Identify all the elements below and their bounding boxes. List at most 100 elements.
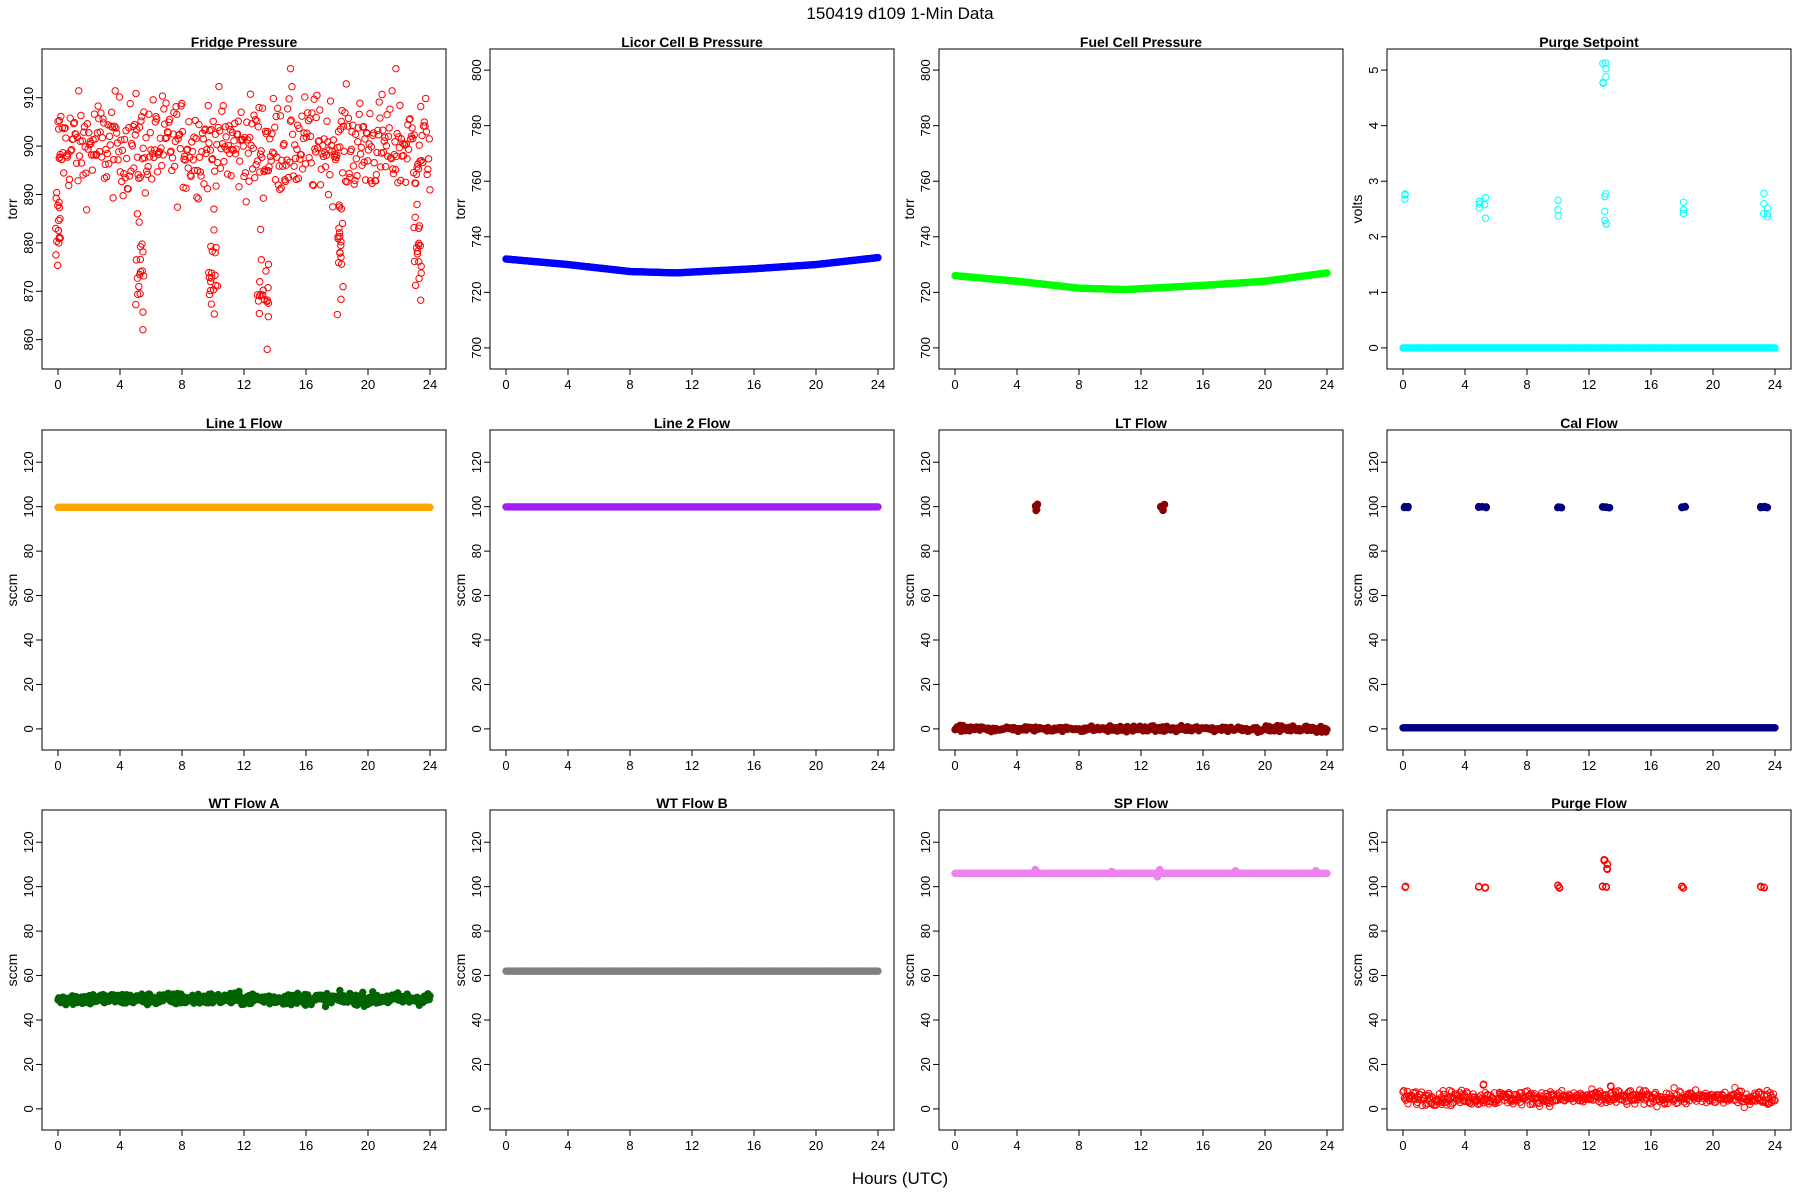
data-point: [308, 109, 316, 117]
data-point: [207, 300, 216, 308]
data-points: [502, 503, 882, 511]
data-point: [213, 282, 222, 290]
data-point: [77, 159, 86, 167]
x-tick-label: 24: [423, 758, 437, 773]
data-point: [264, 260, 273, 269]
x-tick-label: 4: [1013, 377, 1020, 392]
data-point: [413, 163, 421, 171]
y-axis-label: sccm: [452, 954, 468, 987]
data-point: [205, 139, 213, 147]
data-point: [337, 117, 345, 126]
data-point: [339, 122, 348, 130]
y-tick-label: 60: [1366, 968, 1381, 982]
y-tick-label: 1: [1366, 289, 1381, 296]
data-point: [63, 153, 72, 161]
data-point: [304, 116, 313, 125]
x-tick-label: 16: [1644, 758, 1658, 773]
y-tick-label: 100: [918, 496, 933, 518]
data-point: [228, 128, 237, 137]
data-point: [128, 142, 137, 150]
data-point: [206, 146, 215, 154]
data-point: [264, 312, 273, 321]
x-tick-label: 0: [951, 1138, 958, 1153]
data-point: [245, 177, 253, 185]
data-point: [65, 181, 73, 190]
data-point: [1160, 500, 1169, 509]
data-point: [82, 169, 90, 177]
data-point: [422, 128, 431, 136]
data-point: [337, 241, 345, 250]
data-point: [251, 115, 260, 124]
y-tick-label: 100: [21, 496, 36, 518]
data-point: [294, 174, 303, 183]
data-point: [100, 174, 109, 182]
data-point: [131, 131, 139, 139]
data-point: [293, 145, 301, 153]
y-axis-label: sccm: [901, 954, 917, 987]
y-tick-label: 880: [21, 232, 36, 254]
data-point: [382, 142, 391, 150]
x-tick-label: 20: [809, 377, 823, 392]
data-point: [136, 255, 145, 264]
data-point: [411, 281, 420, 290]
data-point: [53, 261, 62, 270]
x-tick-label: 4: [1013, 758, 1020, 773]
data-point: [269, 94, 278, 103]
data-point: [337, 295, 345, 304]
data-point: [370, 159, 378, 167]
data-point: [157, 144, 165, 152]
data-point: [209, 286, 218, 294]
data-point: [140, 108, 148, 116]
data-point: [345, 169, 353, 178]
x-tick-label: 24: [1768, 1138, 1782, 1153]
data-point: [133, 153, 142, 161]
data-point: [83, 119, 92, 128]
data-point: [311, 148, 320, 156]
data-point: [93, 129, 102, 137]
data-point: [321, 163, 330, 171]
data-point: [111, 87, 119, 95]
x-tick-label: 8: [1523, 758, 1530, 773]
data-points: [502, 967, 882, 975]
data-point: [258, 153, 266, 162]
y-tick-label: 60: [21, 588, 36, 602]
y-tick-label: 20: [918, 677, 933, 691]
data-point: [143, 170, 152, 179]
y-tick-label: 20: [21, 1057, 36, 1071]
data-point: [401, 141, 409, 149]
data-point: [351, 176, 359, 185]
data-point: [392, 152, 401, 161]
y-tick-label: 0: [469, 1105, 484, 1112]
data-point: [149, 96, 157, 104]
plot-frame: [489, 48, 895, 370]
data-point: [173, 203, 182, 211]
data-point: [372, 170, 381, 179]
x-tick-label: 16: [747, 377, 761, 392]
data-point: [192, 134, 200, 143]
x-tick-label: 20: [361, 377, 375, 392]
data-point: [291, 154, 300, 163]
y-tick-label: 80: [469, 924, 484, 938]
data-point: [74, 176, 82, 185]
data-point: [273, 104, 282, 113]
data-point: [75, 152, 84, 160]
data-point: [426, 503, 434, 512]
data-point: [206, 277, 215, 286]
x-tick-label: 4: [564, 758, 571, 773]
data-point: [62, 134, 70, 142]
data-point: [1312, 866, 1320, 875]
data-point: [410, 257, 419, 266]
data-point: [208, 155, 217, 163]
data-point: [1108, 868, 1116, 876]
data-point: [139, 144, 147, 153]
data-point: [340, 147, 348, 156]
x-tick-label: 0: [54, 758, 61, 773]
data-point: [54, 216, 63, 225]
x-tick-label: 12: [1134, 758, 1148, 773]
data-point: [404, 145, 413, 154]
data-point: [88, 166, 97, 174]
data-point: [1681, 503, 1690, 511]
data-point: [52, 251, 60, 259]
